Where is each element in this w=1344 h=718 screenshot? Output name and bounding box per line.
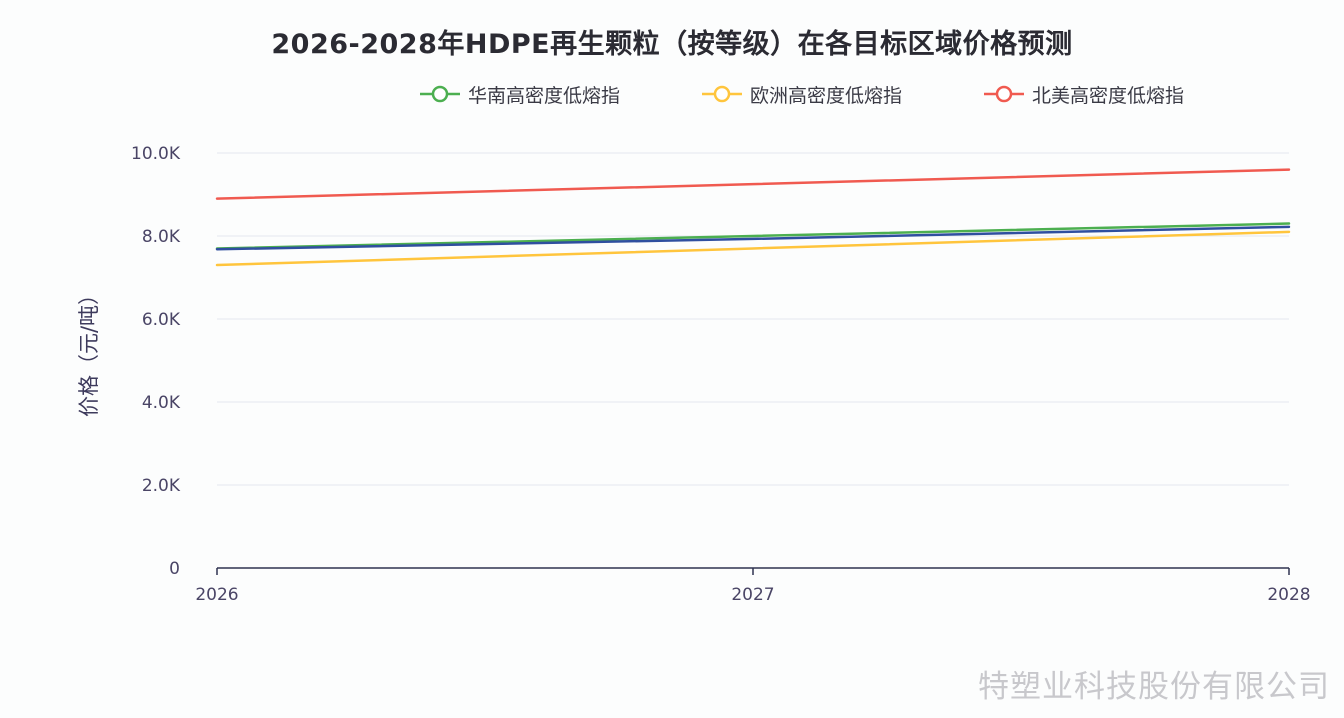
- legend-marker-europe: [702, 85, 742, 103]
- y-tick-label: 8.0K: [142, 227, 181, 247]
- y-tick-label: 4.0K: [142, 393, 181, 413]
- series-line-2: [215, 168, 1291, 200]
- legend-label-north-america: 北美高密度低熔指: [1032, 84, 1185, 107]
- y-tick-label: 2.0K: [142, 476, 181, 496]
- chart-legend: 华南高密度低熔指 欧洲高密度低熔指 北美高密度低熔指: [0, 76, 1344, 112]
- y-axis-title: 价格（元/吨）: [77, 284, 101, 417]
- legend-label-europe: 欧洲高密度低熔指: [750, 84, 903, 107]
- legend-item-europe[interactable]: 欧洲高密度低熔指: [702, 76, 902, 112]
- legend-marker-north-america: [984, 85, 1024, 103]
- series-line-1: [215, 230, 1291, 267]
- legend-marker-south-china: [420, 85, 460, 103]
- y-tick-label: 0: [169, 559, 180, 579]
- x-tick-label: 2026: [195, 585, 238, 605]
- y-tick-label: 6.0K: [142, 310, 181, 330]
- series-line-3: [215, 225, 1291, 251]
- legend-item-north-america[interactable]: 北美高密度低熔指: [984, 76, 1184, 112]
- x-tick-label: 2027: [731, 585, 774, 605]
- x-tick-label: 2028: [1267, 585, 1310, 605]
- company-watermark: 特塑业科技股份有限公司: [978, 669, 1330, 705]
- series-line-0: [215, 222, 1291, 250]
- legend-item-south-china[interactable]: 华南高密度低熔指: [420, 76, 620, 112]
- chart-title: 2026-2028年HDPE再生颗粒（按等级）在各目标区域价格预测: [271, 29, 1073, 60]
- legend-label-south-china: 华南高密度低熔指: [468, 84, 621, 107]
- y-tick-label: 10.0K: [131, 144, 181, 164]
